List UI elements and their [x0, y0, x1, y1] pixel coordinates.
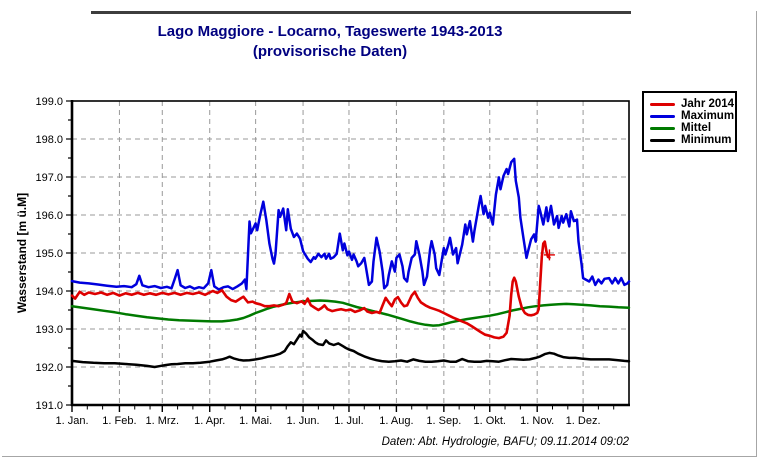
- legend-swatch: [650, 114, 675, 118]
- y-tick-label: 198.0: [35, 134, 63, 146]
- legend-item-jahr-2014: Jahr 2014: [650, 98, 734, 110]
- legend-label: Jahr 2014: [681, 98, 735, 110]
- series-mittel: [70, 299, 631, 327]
- data-source-caption: Daten: Abt. Hydrologie, BAFU; 09.11.2014…: [381, 436, 629, 448]
- legend-label: Mittel: [681, 122, 712, 134]
- x-tick-label: 1. Nov.: [520, 415, 554, 427]
- legend-label: Minimum: [681, 134, 732, 146]
- x-tick-label: 1. Dez.: [566, 415, 601, 427]
- y-tick-label: 195.0: [35, 248, 63, 260]
- series-minimum: [70, 329, 631, 369]
- x-tick-label: 1. Aug.: [379, 415, 413, 427]
- x-tick-label: 1. Jan.: [55, 415, 88, 427]
- y-tick-label: 191.0: [35, 400, 63, 412]
- y-tick-label: 193.0: [35, 324, 63, 336]
- x-tick-label: 1. Jul.: [334, 415, 363, 427]
- image-border-right: [756, 11, 757, 457]
- y-ticks: [66, 100, 72, 406]
- chart-title-block: Lago Maggiore - Locarno, Tageswerte 1943…: [50, 22, 610, 62]
- legend-swatch: [650, 126, 675, 130]
- x-tick-label: 1. Jun.: [287, 415, 320, 427]
- x-tick-label: 1. Mai.: [239, 415, 272, 427]
- chart-subtitle: (provisorische Daten): [252, 43, 408, 60]
- y-tick-label: 192.0: [35, 362, 63, 374]
- legend-label: Maximum: [681, 110, 735, 122]
- x-tick-label: 1. Feb.: [102, 415, 136, 427]
- x-tick-label: 1. Apr.: [194, 415, 225, 427]
- x-tick-label: 1. Sep.: [426, 415, 461, 427]
- grid: [72, 101, 629, 405]
- series-jahr-2014: [70, 240, 555, 340]
- image-border-bottom: [2, 456, 757, 457]
- series-maximum: [70, 157, 631, 291]
- x-tick-labels: 1. Jan. 1. Feb. 1. Mrz. 1. Apr. 1. Mai. 1. Ju…: [55, 415, 600, 427]
- x-tick-label: 1. Okt.: [474, 415, 506, 427]
- y-tick-label: 197.0: [35, 172, 63, 184]
- legend-swatch: [650, 102, 675, 106]
- legend: Jahr 2014 Maximum Mittel Minimum: [642, 91, 737, 152]
- x-tick-label: 1. Mrz.: [145, 415, 179, 427]
- y-axis-title: Wasserstand [m ü.M]: [15, 192, 29, 314]
- end-marker-cross: [543, 249, 555, 261]
- x-ticks: [71, 405, 615, 412]
- legend-swatch: [650, 138, 675, 142]
- y-tick-label: 194.0: [35, 286, 63, 298]
- y-tick-label: 199.0: [35, 96, 63, 108]
- page-rule-line: [91, 11, 631, 14]
- legend-item-mittel: Mittel: [650, 122, 730, 134]
- y-tick-labels: 199.0 198.0 197.0 196.0 195.0 194.0 193.0 192.0…: [35, 96, 63, 412]
- legend-item-maximum: Maximum: [650, 110, 734, 122]
- chart-title: Lago Maggiore - Locarno, Tageswerte 1943…: [157, 23, 503, 40]
- y-tick-label: 196.0: [35, 210, 63, 222]
- legend-item-minimum: Minimum: [650, 134, 732, 146]
